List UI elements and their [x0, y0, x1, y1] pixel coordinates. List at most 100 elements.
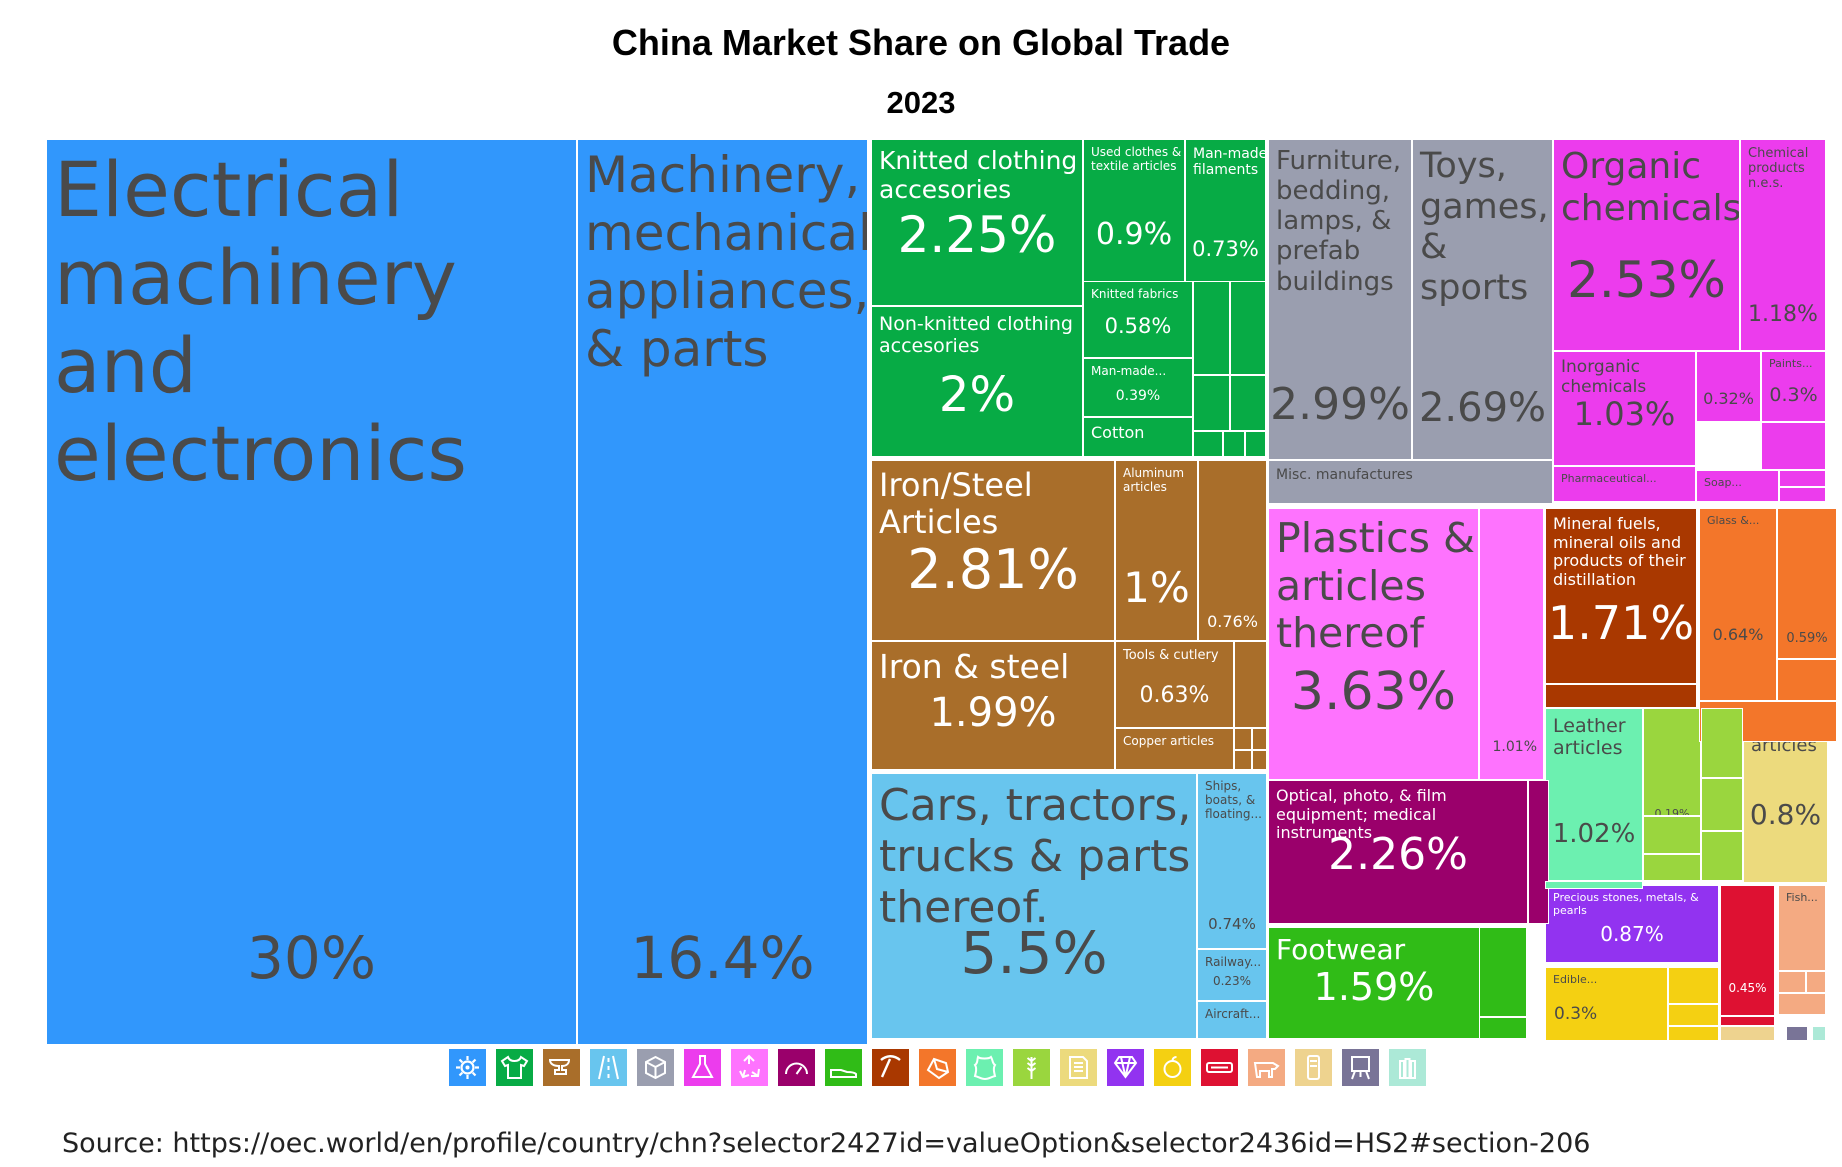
treemap-tile-item-30[interactable]: 1.01% [1479, 508, 1544, 780]
treemap-tile-minor[interactable] [1720, 1016, 1775, 1026]
treemap-tile-soap[interactable]: Soap... [1696, 470, 1779, 502]
treemap-tile-leather-articles[interactable]: Leather articles 1.02% [1545, 708, 1643, 881]
treemap-tile-machinery-mechanical-appliances-parts[interactable]: Machinery, mechanical appliances, & part… [577, 139, 868, 1045]
treemap-tile-minor[interactable] [1701, 708, 1743, 778]
treemap-tile-railway[interactable]: Railway... 0.23% [1197, 949, 1267, 1001]
treemap-tile-minor[interactable] [1230, 375, 1266, 431]
legend-shoe-button[interactable] [825, 1049, 862, 1086]
treemap-tile-cotton[interactable]: Cotton [1083, 417, 1193, 457]
treemap-tile-item-11[interactable]: 0.76% [1198, 460, 1267, 641]
treemap-tile-minor[interactable] [1643, 816, 1701, 854]
treemap-tile-minor[interactable] [1668, 967, 1719, 1004]
treemap-tile-item-41[interactable]: 0.45% [1720, 885, 1775, 1016]
treemap-tile-minor[interactable] [1252, 728, 1267, 750]
treemap-tile-cars-tractors-trucks-parts-thereof[interactable]: Cars, tractors, trucks & parts thereof. 5… [871, 773, 1197, 1039]
treemap-tile-minor[interactable] [1223, 431, 1245, 457]
treemap-tile-electrical-machinery-and-electronics[interactable]: Electrical machinery and electronics 30% [46, 139, 577, 1045]
treemap-tile-inorganic-chemicals[interactable]: Inorganic chemicals 1.03% [1553, 351, 1696, 466]
treemap-tile-edible[interactable]: Edible... 0.3% [1545, 967, 1668, 1041]
treemap-tile-minor[interactable] [1479, 1017, 1527, 1039]
treemap-tile-plastics-articles-thereof[interactable]: Plastics & articles thereof 3.63% [1268, 508, 1479, 780]
legend-road-button[interactable] [590, 1049, 627, 1086]
legend-weapon-button[interactable] [1201, 1049, 1238, 1086]
legend-pickaxe-button[interactable] [872, 1049, 909, 1086]
treemap-tile-minor[interactable] [1234, 750, 1252, 770]
treemap-tile-minor[interactable] [1806, 971, 1826, 993]
treemap-tile-item-35[interactable]: 0.59% [1777, 508, 1837, 659]
treemap-tile-aluminum-articles[interactable]: Aluminum articles 1% [1115, 460, 1198, 641]
treemap-tile-fish[interactable]: Fish... [1778, 885, 1826, 971]
treemap-tile-minor[interactable] [1668, 1026, 1719, 1041]
treemap-tile-minor[interactable] [1643, 854, 1701, 881]
treemap-tile-minor[interactable] [1479, 927, 1527, 1017]
treemap-tile-minor[interactable] [1812, 1026, 1826, 1041]
treemap-tile-toys-games-sports[interactable]: Toys, games, & sports 2.69% [1412, 139, 1553, 460]
treemap-tile-mineral-fuels-mineral-oils-and-products-of-their-distillation[interactable]: Mineral fuels, mineral oils and products… [1545, 508, 1697, 684]
legend-bottles-button[interactable] [1389, 1049, 1426, 1086]
treemap-tile-precious-stones-metals-pearls[interactable]: Precious stones, metals, & pearls 0.87% [1545, 885, 1719, 963]
treemap-tile-minor[interactable] [1701, 831, 1743, 881]
treemap-tile-minor[interactable] [1193, 375, 1230, 431]
treemap-tile-minor[interactable] [1528, 780, 1549, 924]
treemap-tile-minor[interactable] [1668, 1004, 1719, 1026]
treemap-tile-organic-chemicals[interactable]: Organic chemicals 2.53% [1553, 139, 1740, 351]
tile-label: Cars, tractors, trucks & parts thereof. [879, 780, 1192, 934]
treemap-tile-minor[interactable] [1720, 1026, 1775, 1041]
treemap-tile-iron-steel-articles[interactable]: Iron/Steel Articles 2.81% [871, 460, 1115, 641]
legend-diamond-button[interactable] [1107, 1049, 1144, 1086]
treemap-tile-minor[interactable] [1234, 641, 1267, 728]
treemap-tile-pharmaceutical[interactable]: Pharmaceutical... [1553, 466, 1696, 502]
treemap-tile-knitted-fabrics[interactable]: Knitted fabrics 0.58% [1083, 281, 1193, 358]
legend-wood-button[interactable] [1295, 1049, 1332, 1086]
treemap-tile-minor[interactable] [1252, 750, 1267, 770]
legend-document-button[interactable] [1060, 1049, 1097, 1086]
legend-wheat-button[interactable] [1013, 1049, 1050, 1086]
treemap-tile-minor[interactable] [1779, 487, 1826, 502]
treemap-tile-minor[interactable] [1701, 778, 1743, 831]
treemap-tile-glass[interactable]: Glass &... 0.64% [1699, 508, 1777, 701]
legend-gear-button[interactable] [449, 1049, 486, 1086]
treemap-tile-optical-photo-film-equipment-medical-instruments[interactable]: Optical, photo, & film equipment; medica… [1268, 780, 1528, 924]
treemap-tile-paints[interactable]: Paints... 0.3% [1761, 351, 1826, 422]
treemap-tile-minor[interactable] [1245, 431, 1266, 457]
treemap-tile-minor[interactable] [1234, 728, 1252, 750]
treemap-tile-minor[interactable] [1230, 281, 1266, 375]
treemap-tile-misc-manufactures[interactable]: Misc. manufactures [1268, 460, 1553, 504]
treemap-tile-man-made[interactable]: Man-made... 0.39% [1083, 358, 1193, 417]
treemap-tile-minor[interactable] [1545, 881, 1643, 889]
treemap-tile-minor[interactable] [1761, 422, 1826, 470]
treemap-tile-minor[interactable] [1777, 659, 1837, 701]
treemap-tile-minor[interactable] [1778, 971, 1806, 993]
tile-value: 0.39% [1115, 388, 1161, 405]
treemap-tile-minor[interactable] [1193, 281, 1230, 375]
treemap-tile-chemical-products-n-e-s[interactable]: Chemical products n.e.s. 1.18% [1740, 139, 1826, 351]
treemap-tile-aircraft[interactable]: Aircraft... [1197, 1001, 1267, 1039]
legend-stone-button[interactable] [919, 1049, 956, 1086]
legend-easel-button[interactable] [1342, 1049, 1379, 1086]
treemap-tile-minor[interactable] [1779, 470, 1826, 487]
treemap-tile-item-37[interactable]: 0.19% [1643, 708, 1701, 816]
legend-cow-button[interactable] [1248, 1049, 1285, 1086]
treemap-tile-item-25[interactable]: 0.32% [1696, 351, 1761, 422]
legend-gauge-button[interactable] [778, 1049, 815, 1086]
legend-recycle-button[interactable] [731, 1049, 768, 1086]
treemap-tile-iron-steel[interactable]: Iron & steel 1.99% [871, 641, 1115, 770]
treemap-tile-non-knitted-clothing-accesories[interactable]: Non-knitted clothing accesories 2% [871, 306, 1083, 457]
treemap-tile-minor[interactable] [1545, 684, 1697, 708]
treemap-tile-minor[interactable] [1193, 431, 1223, 457]
legend-box-button[interactable] [637, 1049, 674, 1086]
treemap-tile-minor[interactable] [1778, 993, 1826, 1015]
treemap-tile-minor[interactable] [1786, 1026, 1808, 1041]
treemap-tile-tools-cutlery[interactable]: Tools & cutlery 0.63% [1115, 641, 1234, 728]
legend-shirt-button[interactable] [496, 1049, 533, 1086]
treemap-tile-ships-boats-floating[interactable]: Ships, boats, & floating... 0.74% [1197, 773, 1267, 949]
treemap-tile-furniture-bedding-lamps-prefab-buildings[interactable]: Furniture, bedding, lamps, & prefab buil… [1268, 139, 1412, 460]
treemap-tile-copper-articles[interactable]: Copper articles [1115, 728, 1234, 770]
legend-fruit-button[interactable] [1154, 1049, 1191, 1086]
legend-anvil-button[interactable] [543, 1049, 580, 1086]
tile-label: Man-made filaments [1193, 146, 1266, 179]
treemap-tile-footwear[interactable]: Footwear 1.59% [1268, 927, 1480, 1039]
treemap-tile-knitted-clothing-accesories[interactable]: Knitted clothing accesories 2.25% [871, 139, 1083, 306]
legend-flask-button[interactable] [684, 1049, 721, 1086]
legend-hide-button[interactable] [966, 1049, 1003, 1086]
